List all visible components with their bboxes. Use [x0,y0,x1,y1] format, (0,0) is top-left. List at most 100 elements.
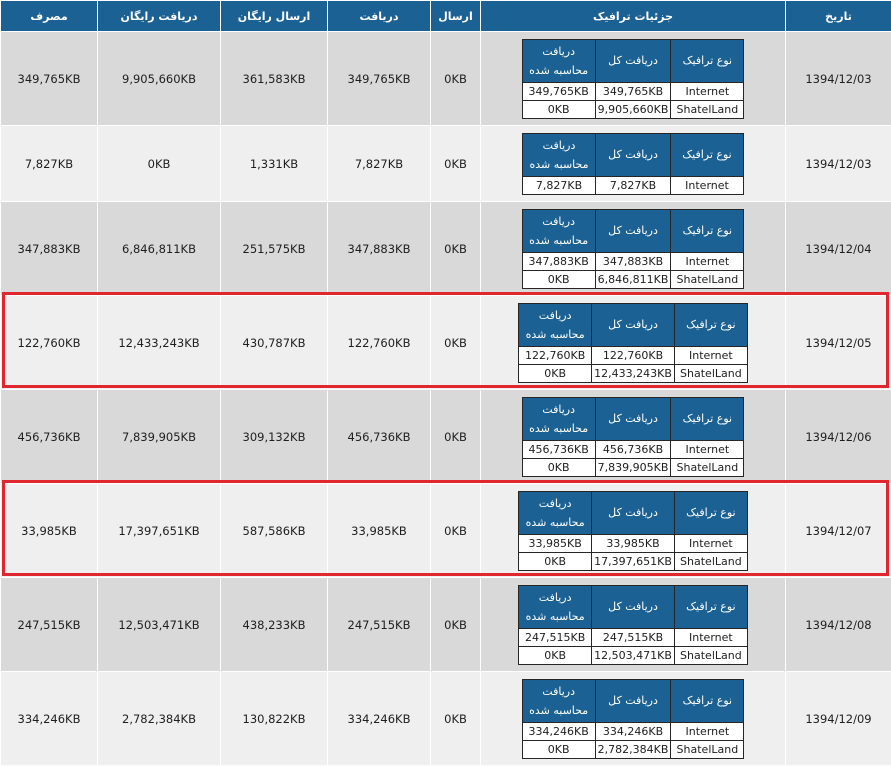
detail-total: 12,433,243KB [592,364,675,382]
receive-cell: 7,827KB [328,126,431,202]
inner-header-type: نوع ترافیک [674,585,747,628]
detail-total: 6,846,811KB [595,270,671,288]
receive-cell: 122,760KB [328,296,431,390]
receive-cell: 247,515KB [328,578,431,672]
free-receive-cell: 0KB [98,126,221,202]
inner-header-charged: دریافت محاسبه شده [522,39,595,82]
inner-header-type: نوع ترافیک [674,491,747,534]
detail-type: Internet [671,82,744,100]
detail-charged: 7,827KB [523,176,596,194]
usage-cell: 33,985KB [1,484,98,578]
detail-total: 9,905,660KB [595,100,671,118]
detail-charged: 0KB [519,646,592,664]
header-receive: دریافت [328,1,431,32]
detail-type: ShatelLand [671,458,744,476]
detail-type: Internet [674,628,747,646]
inner-header-type: نوع ترافیک [671,397,744,440]
detail-total: 334,246KB [595,722,671,740]
table-header-row: تاریخ جزئیات ترافیک ارسال دریافت ارسال ر… [1,1,891,32]
detail-type: Internet [674,534,747,552]
inner-header-type: نوع ترافیک [671,39,744,82]
detail-charged: 247,515KB [519,628,592,646]
detail-type: Internet [671,176,744,194]
usage-cell: 247,515KB [1,578,98,672]
free-send-cell: 251,575KB [221,202,328,296]
free-send-cell: 361,583KB [221,32,328,126]
send-cell: 0KB [431,32,481,126]
send-cell: 0KB [431,484,481,578]
detail-charged: 0KB [519,364,592,382]
free-receive-cell: 9,905,660KB [98,32,221,126]
inner-header-type: نوع ترافیک [674,303,747,346]
detail-type: Internet [674,346,747,364]
free-send-cell: 309,132KB [221,390,328,484]
header-send: ارسال [431,1,481,32]
detail-total: 456,736KB [595,440,671,458]
inner-header-total: دریافت کل [592,303,675,346]
detail-total: 2,782,384KB [595,740,671,758]
header-free-send: ارسال رایگان [221,1,328,32]
usage-cell: 334,246KB [1,672,98,766]
usage-cell: 347,883KB [1,202,98,296]
send-cell: 0KB [431,672,481,766]
inner-header-total: دریافت کل [596,133,671,176]
usage-cell: 122,760KB [1,296,98,390]
detail-type: ShatelLand [674,552,747,570]
detail-charged: 334,246KB [522,722,595,740]
detail-charged: 0KB [522,100,595,118]
send-cell: 0KB [431,390,481,484]
receive-cell: 33,985KB [328,484,431,578]
header-usage: مصرف [1,1,98,32]
detail-type: ShatelLand [674,364,747,382]
date-cell: 1394/12/04 [786,202,891,296]
receive-cell: 334,246KB [328,672,431,766]
detail-type: ShatelLand [671,740,744,758]
send-cell: 0KB [431,202,481,296]
detail-total: 17,397,651KB [592,552,675,570]
inner-header-total: دریافت کل [595,679,671,722]
detail-type: Internet [671,252,744,270]
free-receive-cell: 12,433,243KB [98,296,221,390]
detail-charged: 33,985KB [519,534,592,552]
inner-header-total: دریافت کل [595,397,671,440]
inner-header-charged: دریافت محاسبه شده [522,209,595,252]
inner-header-charged: دریافت محاسبه شده [519,491,592,534]
detail-type: Internet [671,722,744,740]
detail-charged: 0KB [522,458,595,476]
detail-type: ShatelLand [674,646,747,664]
detail-total: 247,515KB [592,628,675,646]
inner-header-charged: دریافت محاسبه شده [519,585,592,628]
detail-total: 347,883KB [595,252,671,270]
inner-header-charged: دریافت محاسبه شده [522,397,595,440]
detail-type: ShatelLand [671,270,744,288]
detail-charged: 0KB [522,740,595,758]
header-details: جزئیات ترافیک [481,1,786,32]
inner-header-type: نوع ترافیک [671,679,744,722]
date-cell: 1394/12/07 [786,484,891,578]
